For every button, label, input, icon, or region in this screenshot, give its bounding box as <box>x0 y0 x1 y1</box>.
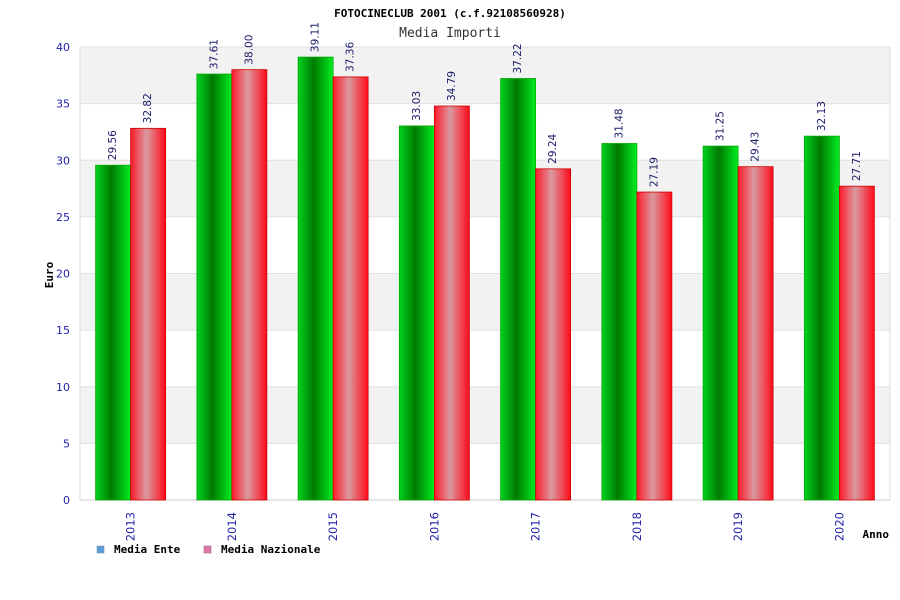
y-tick-label: 40 <box>56 41 70 54</box>
x-tick-label: 2015 <box>326 512 340 541</box>
bar-media-nazionale-2018 <box>636 191 673 501</box>
chart-subtitle: Media Importi <box>399 26 501 41</box>
x-tick-label: 2014 <box>225 512 239 541</box>
x-tick-label: 2020 <box>832 512 846 541</box>
y-tick-label: 15 <box>56 324 70 337</box>
value-labels: 29.56 32.82 37.61 38.00 39.11 37.36 33.03 34.79… <box>107 22 863 187</box>
value-label: 31.48 <box>613 108 625 138</box>
value-label: 29.24 <box>547 133 559 163</box>
bar-media-nazionale-2016 <box>433 105 470 501</box>
legend-label-media-ente: Media Ente <box>114 543 181 556</box>
y-axis-label: Euro <box>43 261 56 288</box>
value-label: 27.71 <box>851 151 863 181</box>
y-tick-label: 25 <box>56 211 70 224</box>
x-tick-label: 2018 <box>630 512 644 541</box>
x-tick-label: 2017 <box>529 512 543 541</box>
value-label: 27.19 <box>648 157 660 187</box>
y-tick-label: 5 <box>63 437 70 450</box>
x-tick-label: 2016 <box>427 512 441 541</box>
bar-media-ente-2019 <box>702 145 739 501</box>
bar-media-ente-2014 <box>196 73 233 501</box>
legend-label-media-nazionale: Media Nazionale <box>221 543 321 556</box>
value-label: 38.00 <box>243 35 255 65</box>
bar-media-nazionale-2017 <box>535 168 572 501</box>
legend-swatch-media-ente <box>96 545 105 554</box>
legend: Media Ente Media Nazionale <box>96 543 321 556</box>
y-tick-label: 20 <box>56 268 70 281</box>
value-label: 37.36 <box>345 42 357 72</box>
bar-media-ente-2020 <box>803 135 840 501</box>
bar-media-ente-2017 <box>500 78 537 501</box>
legend-swatch-media-nazionale <box>203 545 212 554</box>
x-tick-label: 2013 <box>124 512 138 541</box>
y-tick-label: 10 <box>56 381 70 394</box>
bar-media-ente-2013 <box>95 164 132 501</box>
value-label: 32.82 <box>142 93 154 123</box>
bar-media-nazionale-2019 <box>737 166 774 501</box>
x-tick-label: 2019 <box>731 512 745 541</box>
y-tick-label: 30 <box>56 154 70 167</box>
bar-media-nazionale-2013 <box>130 127 167 501</box>
y-tick-label: 35 <box>56 98 70 111</box>
value-label: 33.03 <box>411 91 423 121</box>
value-label: 32.13 <box>816 101 828 131</box>
y-tick-label: 0 <box>63 494 70 507</box>
bar-media-nazionale-2020 <box>838 185 875 501</box>
chart-title: FOTOCINECLUB 2001 (c.f.92108560928) <box>334 7 566 20</box>
value-label: 37.61 <box>208 39 220 69</box>
value-label: 34.79 <box>446 71 458 101</box>
bar-media-ente-2018 <box>601 143 638 501</box>
x-axis-label: Anno <box>863 528 890 541</box>
value-label: 29.56 <box>107 130 119 160</box>
bar-media-ente-2015 <box>297 56 334 501</box>
value-label: 39.11 <box>310 22 322 52</box>
x-axis-ticks: 2013 2014 2015 2016 2017 2018 2019 2020 <box>124 512 847 541</box>
value-label: 31.25 <box>715 111 727 141</box>
value-label: 37.22 <box>512 43 524 73</box>
bar-media-ente-2016 <box>398 125 435 501</box>
value-label: 29.43 <box>750 132 762 162</box>
bar-media-nazionale-2015 <box>332 76 369 501</box>
y-axis-ticks: 0 5 10 15 20 25 30 35 40 <box>56 41 70 507</box>
bar-media-nazionale-2014 <box>231 69 268 501</box>
bars <box>95 56 875 501</box>
